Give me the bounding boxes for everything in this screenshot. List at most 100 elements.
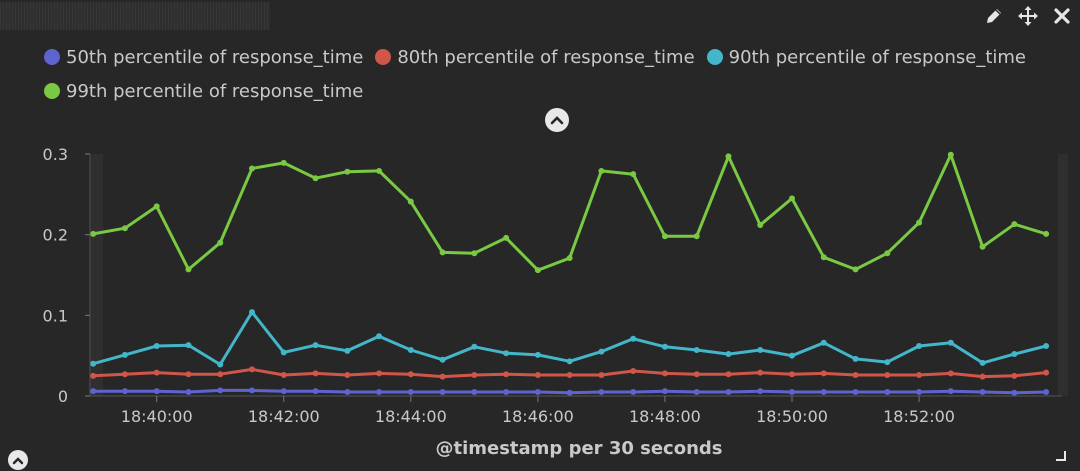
data-point (661, 370, 668, 377)
move-icon[interactable] (1016, 4, 1040, 28)
data-point (1043, 388, 1050, 395)
data-point (90, 388, 97, 395)
data-point (121, 225, 128, 232)
data-point (1011, 221, 1018, 228)
data-point (884, 359, 891, 366)
y-tick-label: 0 (58, 387, 68, 406)
data-point (471, 250, 478, 257)
data-point (217, 387, 224, 394)
series-line-3 (92, 310, 1047, 366)
data-point (757, 388, 764, 395)
data-point (280, 372, 287, 379)
y-tick-label: 0.1 (43, 306, 68, 325)
data-point (217, 371, 224, 378)
pencil-icon[interactable] (982, 4, 1006, 28)
data-point (90, 230, 97, 237)
data-point (344, 168, 351, 175)
data-point (90, 360, 97, 367)
chevron-up-icon (550, 116, 564, 125)
data-point (439, 373, 446, 380)
data-point (947, 370, 954, 377)
data-point (566, 255, 573, 262)
data-point (534, 372, 541, 379)
panel-header (0, 0, 1080, 34)
data-point (947, 151, 954, 158)
expand-panel-button[interactable] (8, 450, 28, 470)
line-chart: 0 0.1 0.2 0.3 18:40:00 18:42:00 18:44:00 18:46:… (43, 145, 1068, 459)
data-point (344, 388, 351, 395)
data-point (217, 239, 224, 246)
data-point (185, 266, 192, 273)
data-point (534, 351, 541, 358)
y-tick-label: 0.3 (43, 145, 68, 164)
panel-actions (982, 4, 1074, 28)
legend-item-p90[interactable]: 90th percentile of response_time (706, 47, 1026, 68)
data-point (693, 233, 700, 240)
data-point (979, 388, 986, 395)
data-point (185, 371, 192, 378)
data-point (439, 356, 446, 363)
x-axis-title: @timestamp per 30 seconds (435, 438, 722, 459)
panel-title-redacted (0, 2, 270, 30)
legend-dot-icon (44, 49, 60, 65)
legend-dot-icon (375, 49, 392, 65)
x-tick-label: 18:42:00 (248, 407, 320, 426)
data-point (630, 388, 637, 395)
data-point (153, 203, 160, 210)
legend-item-p50[interactable]: 50th percentile of response_time (44, 47, 363, 68)
data-point (789, 352, 795, 359)
x-tick-label: 18:50:00 (756, 407, 828, 426)
data-point (121, 351, 128, 358)
legend-label: 50th percentile of response_time (66, 46, 364, 68)
data-point (407, 347, 414, 354)
x-tick-label: 18:44:00 (375, 407, 447, 426)
y-tick-label: 0.2 (43, 226, 68, 245)
data-point (789, 388, 795, 395)
data-point (439, 388, 446, 395)
data-point (121, 371, 128, 378)
data-point (947, 339, 954, 346)
data-point (916, 342, 923, 349)
data-point (757, 347, 764, 354)
data-point (312, 342, 319, 349)
data-point (534, 267, 541, 274)
close-icon[interactable] (1050, 4, 1074, 28)
data-point (312, 370, 319, 377)
data-point (916, 372, 923, 379)
data-point (884, 388, 891, 395)
legend-item-p99[interactable]: 99th percentile of response_time (44, 81, 363, 102)
resize-handle[interactable] (1056, 451, 1066, 461)
data-point (820, 388, 827, 395)
data-point (407, 198, 414, 205)
data-point (947, 388, 954, 395)
data-point (503, 234, 510, 241)
plot-edge-band (1058, 154, 1068, 396)
data-point (249, 387, 255, 394)
data-point (121, 388, 128, 395)
data-point (661, 343, 668, 350)
data-point (90, 372, 97, 379)
data-point (439, 249, 446, 256)
data-point (598, 348, 605, 355)
data-point (725, 388, 732, 395)
collapse-legend-button[interactable] (545, 108, 569, 132)
data-point (630, 367, 637, 374)
data-point (1043, 230, 1050, 237)
data-point (407, 371, 414, 378)
data-point (916, 219, 923, 226)
data-point (566, 372, 573, 379)
data-point (693, 371, 700, 378)
x-tick-label: 18:46:00 (502, 407, 574, 426)
data-point (852, 372, 859, 379)
data-point (312, 388, 319, 395)
data-point (661, 388, 668, 395)
data-point (503, 371, 510, 378)
data-point (471, 388, 478, 395)
data-point (534, 388, 541, 395)
data-point (598, 167, 605, 174)
data-point (471, 343, 478, 350)
data-point (185, 388, 192, 395)
legend-item-p80[interactable]: 80th percentile of response_time (375, 47, 695, 68)
data-point (630, 171, 637, 178)
chart-legend: 50th percentile of response_time 80th pe… (44, 40, 1044, 108)
